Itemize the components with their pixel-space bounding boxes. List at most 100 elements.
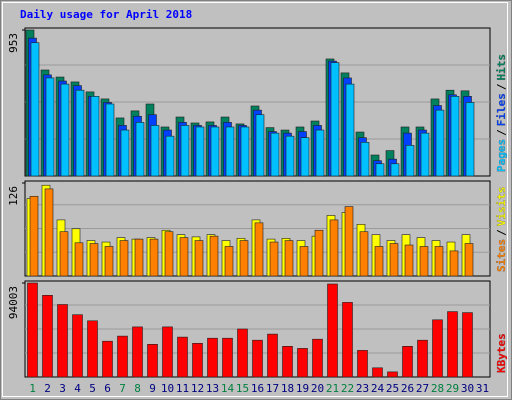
x-tick-label: 3 (59, 382, 66, 395)
x-tick-label: 26 (401, 382, 414, 395)
x-tick-label: 5 (89, 382, 96, 395)
bar (372, 367, 383, 378)
bar (120, 129, 130, 177)
bar (284, 240, 294, 277)
bar (402, 346, 413, 378)
bar (105, 103, 115, 177)
bar (179, 237, 189, 277)
y-tick-label: 953 (7, 33, 20, 53)
bar (360, 141, 370, 177)
x-tick-label: 11 (176, 382, 189, 395)
bar (270, 132, 280, 177)
bar (132, 326, 143, 378)
bar (42, 295, 53, 378)
legend-entry: Sites (495, 239, 508, 272)
bar (282, 346, 293, 378)
bar (165, 135, 175, 177)
bar (194, 240, 204, 277)
x-tick-label: 17 (266, 382, 279, 395)
bar (359, 231, 369, 277)
legend-entry: Pages (495, 139, 508, 172)
bar (195, 126, 205, 177)
legend-entry: Files (495, 93, 508, 126)
bar (150, 125, 160, 177)
legend-entry: Hits (495, 54, 508, 81)
bar (90, 96, 100, 177)
x-tick-label: 7 (119, 382, 126, 395)
x-tick-label: 1 (29, 382, 36, 395)
bar (432, 319, 443, 378)
bar (405, 145, 415, 177)
bar (59, 231, 69, 277)
x-tick-label: 4 (74, 382, 81, 395)
bar (297, 348, 308, 378)
bar (192, 343, 203, 378)
bar (390, 163, 400, 177)
bar (210, 126, 220, 177)
bar (240, 126, 250, 177)
bar (117, 335, 128, 378)
x-tick-label: 19 (296, 382, 309, 395)
bar (29, 195, 39, 277)
bar (27, 282, 38, 378)
legend-separator: / (495, 229, 508, 236)
x-tick-label: 2 (44, 382, 51, 395)
legend-entry: KBytes (495, 333, 508, 373)
legend: Pages / Files / Hits (495, 54, 508, 172)
bar (225, 126, 235, 177)
bar (102, 340, 113, 378)
bar (252, 339, 263, 378)
bar (312, 338, 323, 378)
legend: Sites / Visits (495, 187, 508, 273)
bar (147, 344, 158, 378)
x-tick-label: 16 (251, 382, 264, 395)
bar (207, 337, 218, 378)
bar (419, 246, 429, 277)
bar (462, 312, 473, 378)
x-tick-label: 12 (191, 382, 204, 395)
x-tick-label: 21 (326, 382, 339, 395)
bar (72, 314, 83, 378)
bar (222, 337, 233, 378)
y-tick-label: 126 (7, 186, 20, 206)
bar (465, 102, 475, 177)
bar (74, 242, 84, 277)
bar (404, 244, 414, 277)
bar (342, 302, 353, 378)
x-tick-label: 28 (431, 382, 444, 395)
bar (434, 246, 444, 277)
bar (387, 371, 398, 378)
bar (87, 320, 98, 378)
x-tick-label: 10 (161, 382, 174, 395)
bar (60, 83, 70, 177)
bar (89, 243, 99, 277)
bar (344, 206, 354, 277)
bar (75, 89, 85, 177)
bar (464, 243, 474, 277)
x-tick-label: 30 (461, 382, 474, 395)
chart-title: Daily usage for April 2018 (20, 8, 192, 21)
x-tick-label: 20 (311, 382, 324, 395)
bar (30, 42, 40, 177)
x-tick-label: 23 (356, 382, 369, 395)
x-tick-label: 13 (206, 382, 219, 395)
bar (209, 235, 219, 277)
bar (180, 125, 190, 177)
bar (447, 311, 458, 378)
bar (330, 62, 340, 177)
bar (267, 333, 278, 378)
bar (119, 240, 129, 277)
bar (285, 135, 295, 177)
bar (299, 246, 309, 277)
bar (329, 219, 339, 277)
y-tick-label: 94003 (7, 286, 20, 319)
bar (435, 109, 445, 177)
legend-entry: Visits (495, 187, 508, 227)
bar (239, 240, 249, 277)
bar (314, 229, 324, 277)
bar (134, 238, 144, 277)
x-tick-label: 6 (104, 382, 111, 395)
x-tick-label: 31 (476, 382, 489, 395)
bar (149, 238, 159, 277)
x-tick-label: 25 (386, 382, 399, 395)
